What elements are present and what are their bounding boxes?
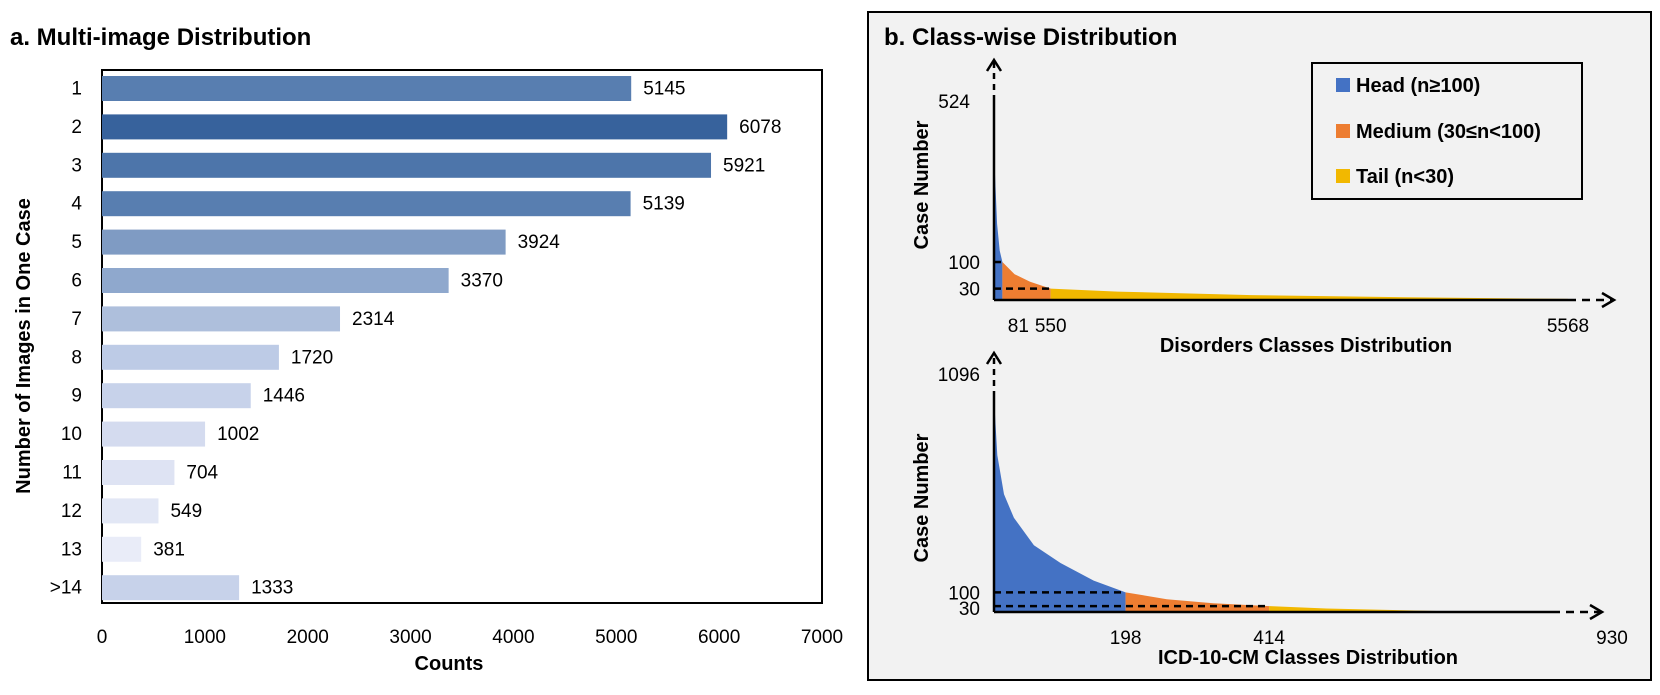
category-label-10: 11 — [62, 463, 82, 484]
legend-label-head: Head (n≥100) — [1356, 75, 1480, 97]
bar-10 — [102, 460, 175, 485]
data-label-1: 6078 — [739, 117, 781, 138]
panel-a-x-axis-label: Counts — [415, 653, 484, 675]
icd10cm-x-tick-1: 414 — [1253, 628, 1285, 649]
data-label-4: 3924 — [518, 232, 561, 253]
data-label-3: 5139 — [643, 194, 685, 215]
legend-label-medium: Medium (30≤n<100) — [1356, 121, 1541, 143]
icd10cm-x-arrow-head — [1589, 603, 1605, 621]
panel-a-plot-frame — [101, 69, 823, 604]
icd10cm-y-axis-label: Case Number — [911, 433, 933, 562]
category-label-8: 9 — [71, 386, 82, 407]
icd10cm-y-arrow-head — [985, 350, 1003, 365]
x-tick-5: 5000 — [595, 627, 637, 648]
icd10cm-subplot: 1096 ICD-10-CM Classes Distribution Case… — [911, 350, 1628, 669]
disorders-x-axis-label: Disorders Classes Distribution — [1160, 335, 1452, 357]
disorders-y-tick-0: 100 — [948, 253, 980, 274]
panel-a-y-axis-label: Number of Images in One Case — [13, 198, 35, 494]
disorders-subplot: 524 Disorders Classes Distribution Case … — [911, 57, 1617, 357]
category-label-4: 5 — [71, 232, 82, 253]
bar-5 — [102, 268, 449, 293]
category-label-3: 4 — [71, 194, 82, 215]
category-label-2: 3 — [71, 155, 82, 176]
icd10cm-y-tick-0: 100 — [948, 583, 980, 604]
bar-4 — [102, 229, 506, 255]
data-label-7: 1720 — [291, 347, 333, 368]
disorders-y-axis-label: Case Number — [911, 120, 933, 249]
icd10cm-tail-area — [1269, 606, 1466, 612]
legend-label-tail: Tail (n<30) — [1356, 166, 1454, 188]
bar-13 — [102, 575, 240, 601]
data-label-8: 1446 — [263, 386, 305, 407]
x-tick-4: 4000 — [492, 627, 534, 648]
data-label-6: 2314 — [352, 309, 395, 330]
panel-a-data-labels: 5145 6078 5921 5139 3924 3370 2314 1720 14461002… — [153, 79, 781, 599]
panel-a-bars — [102, 76, 728, 601]
category-label-5: 6 — [71, 271, 82, 292]
x-tick-6: 6000 — [698, 627, 740, 648]
disorders-x-tick-2: 5568 — [1547, 316, 1589, 337]
panel-b: b. Class-wise Distribution Head (n≥100) … — [867, 11, 1652, 681]
category-label-7: 8 — [71, 347, 82, 368]
disorders-head-area — [994, 101, 1003, 300]
icd10cm-medium-area — [1125, 592, 1270, 612]
x-tick-0: 0 — [97, 627, 108, 648]
disorders-medium-area — [1002, 262, 1051, 300]
category-label-12: 13 — [61, 539, 82, 560]
disorders-tail-area — [1050, 288, 1568, 300]
category-label-13: >14 — [50, 578, 83, 599]
icd10cm-y-max-label: 1096 — [938, 365, 980, 386]
x-tick-2: 2000 — [287, 627, 329, 648]
data-label-9: 1002 — [217, 424, 259, 445]
disorders-x-tick-0: 81 — [1008, 316, 1029, 337]
bar-11 — [102, 498, 159, 524]
icd10cm-y-tick-1: 30 — [959, 599, 980, 620]
icd10cm-head-area — [994, 397, 1126, 612]
category-label-0: 1 — [71, 79, 82, 100]
bar-8 — [102, 383, 251, 409]
disorders-y-tick-1: 30 — [959, 280, 980, 301]
icd10cm-x-tick-0: 198 — [1110, 628, 1142, 649]
icd10cm-x-tick-2: 930 — [1596, 628, 1628, 649]
bar-2 — [102, 152, 712, 178]
data-label-5: 3370 — [461, 271, 503, 292]
data-label-10: 704 — [186, 463, 218, 484]
disorders-x-tick-1: 550 — [1035, 316, 1067, 337]
disorders-y-max-label: 524 — [938, 92, 970, 113]
bar-9 — [102, 421, 206, 447]
category-label-9: 10 — [61, 424, 82, 445]
bar-3 — [102, 191, 631, 217]
legend-swatch-tail — [1336, 169, 1350, 183]
legend-swatch-medium — [1336, 124, 1350, 138]
x-tick-3: 3000 — [389, 627, 431, 648]
disorders-y-arrow-head — [985, 57, 1003, 72]
disorders-x-arrow-head — [1601, 291, 1617, 309]
bar-12 — [102, 536, 142, 562]
panel-a-x-ticks: 0 1000 2000 3000 4000 5000 6000 7000 — [97, 627, 843, 648]
data-label-0: 5145 — [643, 79, 685, 100]
panel-b-title: b. Class-wise Distribution — [884, 24, 1177, 51]
data-label-12: 381 — [153, 539, 185, 560]
bar-0 — [102, 76, 632, 101]
bar-7 — [102, 344, 279, 370]
data-label-13: 1333 — [251, 578, 293, 599]
category-label-6: 7 — [71, 309, 82, 330]
bar-1 — [102, 114, 728, 140]
data-label-2: 5921 — [723, 155, 765, 176]
legend-swatch-head — [1336, 78, 1350, 92]
panel-a-title: a. Multi-image Distribution — [10, 24, 311, 51]
panel-a: a. Multi-image Distribution 123456789101… — [10, 24, 843, 675]
category-label-11: 12 — [61, 501, 82, 522]
x-tick-1: 1000 — [184, 627, 226, 648]
legend: Head (n≥100) Medium (30≤n<100) Tail (n<3… — [1311, 62, 1583, 200]
legend-box — [1311, 62, 1583, 200]
x-tick-7: 7000 — [801, 627, 843, 648]
data-label-11: 549 — [170, 501, 202, 522]
bar-6 — [102, 306, 341, 332]
icd10cm-x-axis-label: ICD-10-CM Classes Distribution — [1158, 647, 1458, 669]
category-label-1: 2 — [71, 117, 82, 138]
